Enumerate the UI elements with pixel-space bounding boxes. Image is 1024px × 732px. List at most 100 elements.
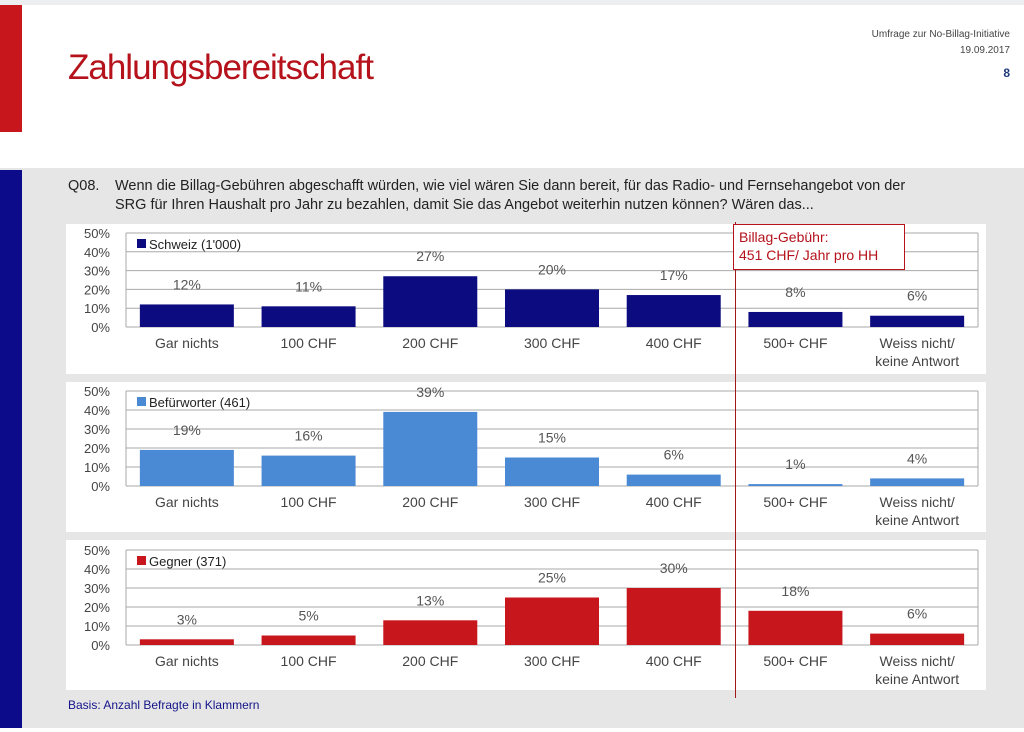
data-label: 6%	[907, 606, 927, 622]
bar	[505, 457, 599, 486]
category-label: 200 CHF	[402, 494, 458, 510]
data-label: 6%	[907, 288, 927, 304]
data-label: 1%	[785, 456, 805, 472]
bar	[261, 635, 356, 645]
data-label: 19%	[173, 422, 201, 438]
page-number: 8	[1003, 66, 1010, 80]
y-tick-label: 10%	[84, 460, 110, 475]
data-label: 39%	[416, 384, 444, 400]
bar	[626, 295, 721, 327]
category-label: 400 CHF	[646, 494, 702, 510]
y-tick-label: 30%	[84, 422, 110, 437]
data-label: 6%	[664, 447, 684, 463]
y-tick-label: 10%	[84, 619, 110, 634]
category-label: Weiss nicht/	[880, 494, 955, 510]
legend-swatch	[137, 397, 146, 406]
category-label: 200 CHF	[402, 335, 458, 351]
bar	[748, 311, 843, 327]
data-label: 15%	[538, 430, 566, 446]
y-tick-label: 20%	[84, 441, 110, 456]
category-label: Gar nichts	[155, 335, 219, 351]
data-label: 12%	[173, 276, 201, 292]
legend-swatch	[137, 239, 146, 248]
top-strip	[0, 0, 1024, 5]
data-label: 27%	[416, 248, 444, 264]
legend-label: Befürworter (461)	[149, 395, 250, 410]
bar	[383, 411, 478, 486]
data-label: 8%	[785, 284, 805, 300]
billag-fee-marker-line	[735, 222, 736, 698]
bar	[505, 289, 599, 327]
data-label: 5%	[298, 608, 318, 624]
billag-fee-annotation: Billag-Gebühr: 451 CHF/ Jahr pro HH	[733, 224, 905, 270]
y-tick-label: 40%	[84, 245, 110, 260]
category-label: 300 CHF	[524, 335, 580, 351]
slide-title: Zahlungsbereitschaft	[68, 48, 374, 87]
category-label: Gar nichts	[155, 653, 219, 669]
category-label: 400 CHF	[646, 335, 702, 351]
category-label: Weiss nicht/	[880, 335, 955, 351]
bar	[870, 315, 965, 327]
bar	[748, 610, 843, 645]
bar	[626, 588, 721, 645]
y-tick-label: 20%	[84, 282, 110, 297]
y-tick-label: 0%	[91, 479, 110, 494]
blue-accent-bar	[0, 170, 22, 728]
y-tick-label: 30%	[84, 581, 110, 596]
bar	[626, 474, 721, 486]
question-line-2: SRG für Ihren Haushalt pro Jahr zu bezah…	[115, 197, 814, 213]
category-label: 100 CHF	[281, 494, 337, 510]
y-tick-label: 50%	[84, 384, 110, 399]
y-tick-label: 40%	[84, 562, 110, 577]
y-tick-label: 20%	[84, 600, 110, 615]
category-label: 300 CHF	[524, 653, 580, 669]
data-label: 20%	[538, 261, 566, 277]
question-text: Q08. Wenn die Billag-Gebühren abgeschafft…	[68, 177, 988, 215]
survey-name: Umfrage zur No-Billag-Initiative	[871, 29, 1010, 40]
slide-meta: Umfrage zur No-Billag-Initiative 19.09.2…	[872, 27, 1010, 81]
annotation-line-1: Billag-Gebühr:	[739, 229, 829, 245]
category-label: keine Antwort	[875, 512, 959, 528]
y-tick-label: 0%	[91, 320, 110, 335]
legend-label: Gegner (371)	[149, 554, 226, 569]
data-label: 4%	[907, 450, 927, 466]
bar	[870, 478, 965, 486]
y-tick-label: 40%	[84, 403, 110, 418]
category-label: 200 CHF	[402, 653, 458, 669]
bar	[383, 620, 478, 645]
bar	[139, 449, 234, 486]
question-line-1: Wenn die Billag-Gebühren abgeschafft wür…	[115, 178, 906, 194]
question-id: Q08.	[68, 178, 100, 194]
category-label: 400 CHF	[646, 653, 702, 669]
bar	[261, 306, 356, 327]
data-label: 3%	[177, 611, 197, 627]
data-label: 16%	[295, 428, 323, 444]
annotation-line-2: 451 CHF/ Jahr pro HH	[739, 247, 879, 263]
data-label: 13%	[416, 592, 444, 608]
y-tick-label: 0%	[91, 638, 110, 653]
category-label: keine Antwort	[875, 671, 959, 687]
y-tick-label: 50%	[84, 226, 110, 241]
bar	[383, 276, 478, 327]
data-label: 25%	[538, 570, 566, 586]
y-tick-label: 30%	[84, 264, 110, 279]
category-label: keine Antwort	[875, 353, 959, 369]
data-label: 30%	[660, 560, 688, 576]
bar	[748, 484, 843, 486]
category-label: 300 CHF	[524, 494, 580, 510]
category-label: 500+ CHF	[763, 653, 827, 669]
data-label: 18%	[781, 583, 809, 599]
bar	[261, 455, 356, 486]
bar	[139, 639, 234, 645]
bar	[505, 597, 599, 645]
survey-date: 19.09.2017	[959, 45, 1010, 56]
y-tick-label: 50%	[84, 543, 110, 558]
category-label: 500+ CHF	[763, 494, 827, 510]
bar	[870, 633, 965, 645]
data-label: 17%	[660, 267, 688, 283]
bar	[139, 304, 234, 327]
legend-label: Schweiz (1'000)	[149, 237, 241, 252]
basis-note: Basis: Anzahl Befragte in Klammern	[68, 698, 260, 712]
red-accent-bar	[0, 5, 22, 132]
